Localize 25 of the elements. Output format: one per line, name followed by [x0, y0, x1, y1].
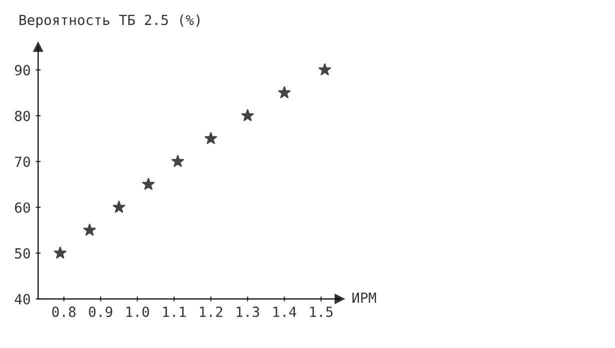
y-tick-label: 40: [14, 294, 30, 304]
x-tick-label: 1.1: [163, 306, 186, 317]
point: [142, 178, 155, 190]
point: [172, 155, 184, 167]
y-axis-title: Вероятность ТБ 2.5 (%): [20, 14, 200, 28]
y-tick-label: 80: [15, 110, 30, 122]
point: [112, 200, 126, 213]
y-tick-label: 50: [15, 248, 30, 259]
x-tick-label: 1.5: [310, 306, 333, 318]
x-axis-title: ИРМ: [352, 292, 376, 303]
point: [54, 246, 66, 259]
point: [204, 132, 218, 144]
x-tick-label: 0.9: [88, 306, 112, 318]
point: [318, 63, 331, 76]
y-tick-label: 90: [14, 64, 30, 76]
y-tick-label: 70: [15, 156, 30, 168]
point: [278, 86, 291, 98]
x-tick-label: 1.3: [236, 306, 260, 318]
x-tick-label: 0.8: [52, 306, 76, 318]
x-tick-label: 1.0: [126, 306, 149, 318]
x-tick-label: 1.4: [273, 306, 296, 317]
x-tick-label: 1.2: [200, 306, 222, 317]
point: [83, 224, 96, 236]
point: [241, 109, 254, 122]
y-tick-label: 60: [15, 202, 30, 213]
